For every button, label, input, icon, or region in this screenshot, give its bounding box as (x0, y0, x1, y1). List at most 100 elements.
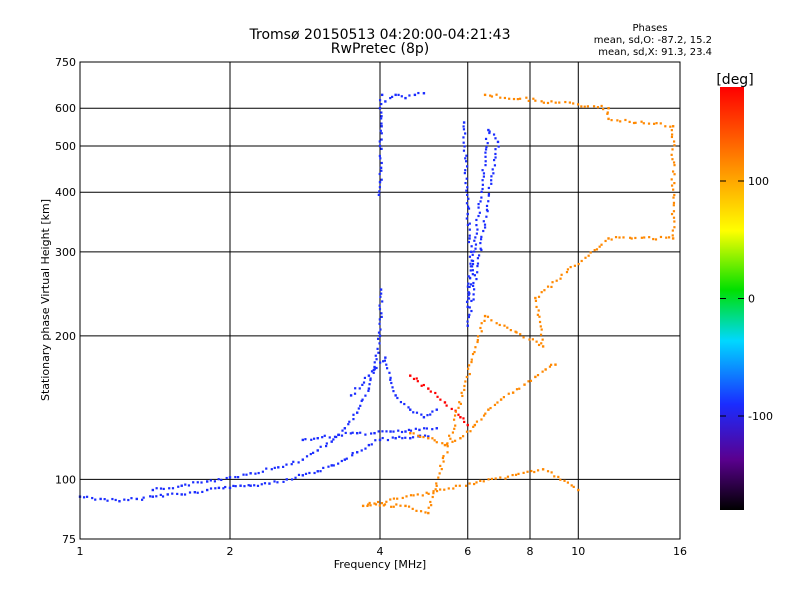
data-point (423, 434, 427, 437)
data-point (488, 130, 491, 133)
data-point (482, 480, 485, 483)
data-point (247, 484, 250, 487)
data-point (386, 438, 390, 442)
stats-o-line: mean, sd,O: -87.2, 15.2 (594, 35, 712, 46)
x-tick-label: 10 (571, 545, 585, 558)
data-point (466, 186, 469, 189)
data-point (403, 402, 406, 406)
data-point (466, 367, 470, 370)
data-point (357, 407, 360, 410)
data-point (457, 406, 460, 409)
data-point (479, 247, 482, 250)
data-point (540, 328, 543, 331)
data-point (537, 343, 541, 347)
data-point (447, 487, 450, 490)
data-point (434, 488, 437, 491)
data-point (478, 211, 481, 214)
data-point (394, 437, 397, 440)
data-point (474, 247, 477, 250)
data-point (379, 328, 382, 331)
data-point (486, 142, 489, 145)
data-point (488, 131, 491, 135)
data-point (514, 330, 517, 333)
chart-subtitle: RwPretec (8p) (331, 41, 429, 57)
data-point (457, 413, 460, 416)
data-point (232, 484, 235, 488)
data-point (209, 487, 213, 490)
data-point (572, 102, 575, 105)
data-point (268, 482, 271, 485)
data-point (630, 237, 633, 240)
data-point (673, 220, 676, 223)
data-point (378, 180, 382, 184)
data-point (503, 324, 506, 327)
data-point (477, 254, 481, 257)
data-point (427, 506, 430, 509)
data-point (467, 240, 471, 244)
data-point (504, 477, 507, 480)
data-point (433, 439, 436, 442)
data-point (484, 160, 487, 163)
data-point (480, 190, 483, 193)
data-point (379, 295, 382, 298)
data-point (616, 119, 619, 122)
data-point (479, 238, 483, 241)
data-point (465, 300, 469, 304)
data-point (354, 387, 357, 390)
data-point (453, 414, 457, 417)
data-point (462, 136, 465, 139)
data-point (373, 361, 376, 364)
data-point (468, 292, 471, 295)
data-point (536, 374, 540, 377)
data-point (538, 315, 541, 318)
data-point (391, 95, 394, 98)
data-point (507, 392, 510, 395)
data-point (462, 121, 466, 124)
data-point (475, 232, 478, 235)
data-point (566, 268, 570, 271)
data-point (396, 497, 399, 500)
data-point (394, 394, 397, 397)
data-point (670, 212, 674, 216)
data-point (127, 498, 130, 502)
colorbar-tick-label: 0 (748, 293, 755, 306)
data-point (541, 345, 545, 348)
data-point (392, 430, 395, 433)
data-point (417, 91, 420, 95)
data-point (166, 493, 169, 496)
data-point (670, 184, 674, 187)
data-point (434, 391, 437, 395)
data-point (546, 285, 550, 288)
data-point (531, 338, 534, 341)
data-point (449, 437, 452, 440)
data-point (530, 469, 533, 473)
data-point (400, 430, 404, 434)
data-point (391, 436, 394, 439)
data-point (464, 380, 467, 383)
data-point (614, 236, 618, 239)
data-point (596, 106, 600, 109)
data-point (417, 434, 420, 437)
data-point (469, 430, 472, 433)
data-point (214, 487, 217, 490)
data-point (435, 484, 438, 487)
data-point (452, 487, 455, 490)
data-point (141, 498, 144, 501)
data-point (451, 440, 454, 443)
data-point (464, 169, 467, 172)
data-point (395, 503, 398, 506)
data-point (493, 164, 497, 167)
data-point (407, 505, 411, 508)
data-point (607, 237, 610, 240)
data-point (469, 265, 472, 268)
data-point (467, 297, 470, 300)
data-point (548, 365, 552, 368)
data-point (480, 248, 483, 252)
data-point (472, 425, 475, 428)
data-point (477, 214, 480, 218)
data-point (422, 416, 426, 419)
data-point (479, 326, 482, 330)
data-point (376, 500, 380, 504)
data-point (482, 172, 486, 175)
data-point (479, 200, 482, 203)
